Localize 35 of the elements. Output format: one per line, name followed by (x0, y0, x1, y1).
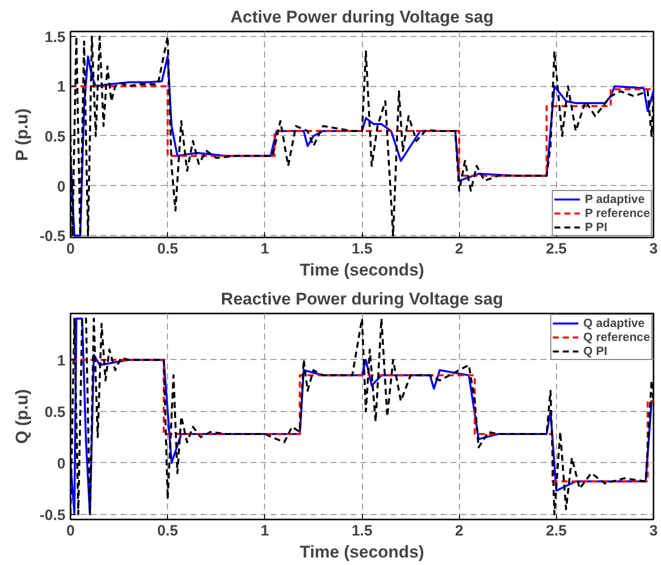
x-axis-title: Time (seconds) (300, 542, 424, 562)
legend-label: P PI (584, 220, 608, 234)
y-tick-label: -0.5 (40, 228, 66, 246)
y-tick-label: 0 (57, 178, 66, 196)
chart-title: Active Power during Voltage sag (230, 8, 494, 26)
y-tick-label: 1 (57, 78, 66, 96)
x-tick-label: 2.5 (546, 240, 567, 258)
x-tick-label: 1 (260, 240, 270, 258)
x-tick-label: 2 (454, 522, 464, 540)
x-tick-label: 3 (649, 522, 658, 540)
y-tick-label: 0.5 (44, 404, 66, 421)
chart-title: Reactive Power during Voltage sag (220, 290, 504, 308)
x-tick-label: 2.5 (546, 522, 567, 540)
x-tick-label: 1 (260, 522, 270, 540)
y-tick-label: 1 (57, 352, 66, 370)
y-axis-title: Q (p.u) (12, 389, 32, 444)
y-tick-label: 0 (57, 455, 66, 472)
x-tick-label: 0.5 (157, 522, 178, 540)
y-tick-label: -0.5 (40, 506, 66, 524)
legend-label: P adaptive (584, 192, 645, 206)
y-axis-title: P (p.u) (12, 108, 32, 161)
legend-label: Q PI (583, 344, 608, 358)
x-tick-label: 2 (454, 240, 464, 258)
line-series (70, 85, 654, 177)
legend-label: Q reference (583, 330, 650, 344)
x-tick-label: 1.5 (352, 522, 372, 540)
legend-label: Q adaptive (583, 316, 645, 330)
y-tick-label: 1.5 (44, 28, 66, 46)
y-tick-label: 0.5 (44, 128, 66, 146)
line-series (70, 358, 654, 482)
x-tick-label: 1.5 (352, 240, 372, 258)
x-tick-label: 3 (649, 240, 658, 258)
x-axis-title: Time (seconds) (300, 260, 424, 280)
legend-label: P reference (584, 206, 650, 220)
x-tick-label: 0.5 (157, 240, 178, 258)
